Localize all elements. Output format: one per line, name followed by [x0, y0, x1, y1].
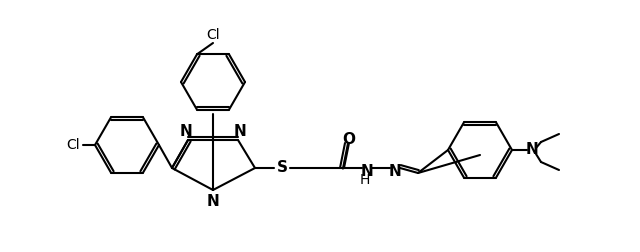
Text: N: N — [388, 164, 401, 178]
Text: Cl: Cl — [206, 28, 220, 42]
Text: Cl: Cl — [66, 138, 80, 152]
Text: N: N — [180, 124, 193, 140]
Text: N: N — [360, 164, 373, 178]
Text: H: H — [360, 173, 370, 187]
Text: N: N — [207, 194, 220, 208]
Text: O: O — [342, 133, 355, 147]
Text: N: N — [234, 124, 246, 140]
Text: N: N — [525, 142, 538, 158]
Text: S: S — [276, 161, 287, 175]
